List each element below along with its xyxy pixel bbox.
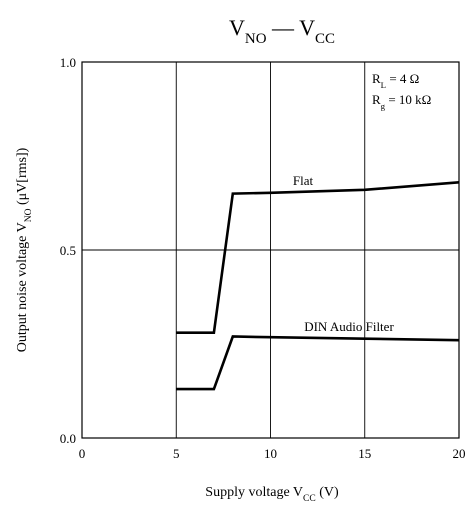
condition-rg: Rg = 10 kΩ: [372, 92, 431, 111]
series-line-flat: [176, 182, 459, 332]
condition-rl: RL = 4 Ω: [372, 71, 419, 90]
x-axis-label: Supply voltage VCC (V): [205, 485, 339, 504]
tick-labels: 0 5 10 15 20 0.0 0.5 1.0: [60, 55, 466, 461]
x-tick-label: 20: [453, 446, 466, 461]
series-line-din-audio-filter: [176, 337, 459, 390]
y-tick-label: 0.0: [60, 431, 76, 446]
series-label-flat: Flat: [293, 173, 314, 188]
y-axis-label: Output noise voltage VNO (μV[rms]): [15, 147, 34, 352]
x-tick-label: 15: [358, 446, 371, 461]
grid-lines: [82, 62, 459, 438]
y-tick-label: 1.0: [60, 55, 76, 70]
x-tick-label: 0: [79, 446, 86, 461]
x-tick-label: 5: [173, 446, 180, 461]
series-label-din: DIN Audio Filter: [304, 319, 394, 334]
chart-title: VNO — VCC: [229, 15, 335, 47]
series-lines: [176, 182, 459, 389]
x-tick-label: 10: [264, 446, 277, 461]
y-tick-label: 0.5: [60, 243, 76, 258]
